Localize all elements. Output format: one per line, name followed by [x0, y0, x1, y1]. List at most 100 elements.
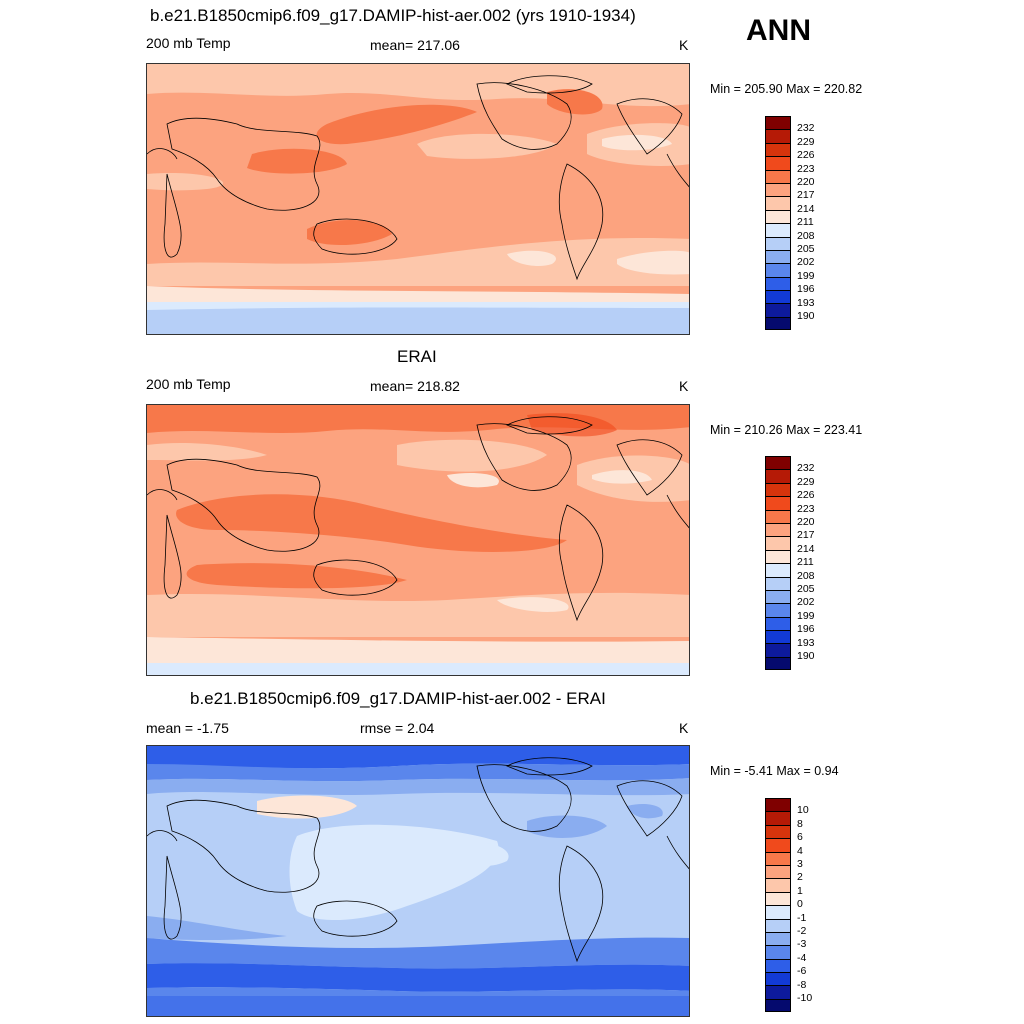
panel1-mean: mean= 217.06 — [370, 37, 460, 53]
panel2-mean: mean= 218.82 — [370, 378, 460, 394]
colorbar-label: 220 — [797, 176, 815, 188]
colorbar-label: 214 — [797, 542, 815, 555]
colorbar-label: 6 — [797, 831, 803, 844]
colorbar-swatch — [765, 469, 791, 483]
colorbar-label: 199 — [797, 609, 815, 622]
colorbar-swatch — [765, 643, 791, 657]
colorbar-swatch — [765, 851, 791, 865]
colorbar-label: -8 — [797, 978, 807, 991]
colorbar-swatch — [765, 482, 791, 497]
colorbar-label: 199 — [797, 269, 815, 282]
colorbar-swatch — [765, 603, 791, 617]
colorbar-label: -3 — [797, 938, 807, 951]
panel1-map — [146, 63, 690, 335]
colorbar-swatch — [765, 576, 791, 590]
panel3-minmax: Min = -5.41 Max = 0.94 — [710, 764, 839, 778]
colorbar-label: 10 — [797, 804, 809, 817]
colorbar-swatch — [765, 656, 791, 671]
colorbar-swatch — [765, 249, 791, 264]
colorbar-swatch — [765, 496, 791, 510]
colorbar-label: 193 — [797, 296, 815, 309]
colorbar-swatch — [765, 522, 791, 537]
colorbar-swatch — [765, 236, 791, 250]
panel3-map — [146, 745, 690, 1017]
panel1-variable-label: 200 mb Temp — [146, 35, 231, 51]
colorbar-swatch — [765, 182, 791, 197]
colorbar-label: 202 — [797, 596, 815, 609]
colorbar-swatch — [765, 156, 791, 170]
colorbar-label: -4 — [797, 951, 807, 964]
colorbar-label: 196 — [797, 623, 815, 636]
colorbar-swatch — [765, 316, 791, 331]
colorbar-swatch — [765, 891, 791, 906]
colorbar-swatch — [765, 958, 791, 973]
colorbar-swatch — [765, 456, 791, 470]
colorbar-swatch — [765, 864, 791, 879]
panel3-colorbar — [765, 798, 791, 1013]
colorbar-label: 2 — [797, 871, 803, 884]
colorbar-swatch — [765, 811, 791, 825]
colorbar-swatch — [765, 616, 791, 631]
colorbar-label: 217 — [797, 189, 815, 202]
colorbar-label: -6 — [797, 965, 807, 978]
colorbar-label: 214 — [797, 202, 815, 215]
colorbar-label: 232 — [797, 462, 815, 475]
colorbar-swatch — [765, 985, 791, 999]
colorbar-label: 226 — [797, 149, 815, 162]
panel2-map — [146, 404, 690, 676]
colorbar-swatch — [765, 905, 791, 919]
colorbar-label: 0 — [797, 898, 803, 911]
colorbar-swatch — [765, 563, 791, 577]
colorbar-swatch — [765, 589, 791, 604]
colorbar-label: -1 — [797, 911, 807, 924]
colorbar-swatch — [765, 998, 791, 1013]
panel2-minmax: Min = 210.26 Max = 223.41 — [710, 423, 863, 437]
colorbar-label: 232 — [797, 122, 815, 135]
colorbar-swatch — [765, 223, 791, 237]
colorbar-label: 3 — [797, 858, 803, 870]
panel3-units: K — [679, 720, 689, 736]
panel1-colorbar — [765, 116, 791, 331]
colorbar-label: 202 — [797, 256, 815, 269]
colorbar-swatch — [765, 536, 791, 550]
colorbar-label: 1 — [797, 884, 803, 897]
colorbar-label: 8 — [797, 817, 803, 830]
colorbar-label: 217 — [797, 529, 815, 542]
season-label: ANN — [746, 14, 811, 47]
panel1-units: K — [679, 37, 689, 53]
colorbar-swatch — [765, 129, 791, 143]
colorbar-label: 208 — [797, 569, 815, 582]
colorbar-label: 223 — [797, 502, 815, 515]
colorbar-label: 205 — [797, 583, 815, 595]
colorbar-swatch — [765, 303, 791, 317]
colorbar-swatch — [765, 838, 791, 852]
panel3-title: b.e21.B1850cmip6.f09_g17.DAMIP-hist-aer.… — [190, 689, 606, 708]
colorbar-swatch — [765, 945, 791, 959]
colorbar-swatch — [765, 824, 791, 839]
colorbar-swatch — [765, 263, 791, 277]
panel2-colorbar — [765, 456, 791, 671]
colorbar-swatch — [765, 169, 791, 183]
colorbar-label: -10 — [797, 992, 813, 1004]
colorbar-swatch — [765, 196, 791, 210]
colorbar-label: 190 — [797, 650, 815, 662]
colorbar-label: 190 — [797, 310, 815, 322]
colorbar-label: 211 — [797, 556, 814, 569]
panel3-rmse: rmse = 2.04 — [360, 720, 435, 736]
panel1-minmax: Min = 205.90 Max = 220.82 — [710, 82, 863, 96]
colorbar-swatch — [765, 290, 791, 304]
colorbar-swatch — [765, 878, 791, 892]
colorbar-swatch — [765, 931, 791, 946]
colorbar-label: 196 — [797, 283, 815, 296]
colorbar-swatch — [765, 116, 791, 130]
colorbar-label: 229 — [797, 135, 815, 148]
colorbar-label: 208 — [797, 229, 815, 242]
colorbar-swatch — [765, 630, 791, 644]
colorbar-swatch — [765, 142, 791, 157]
colorbar-swatch — [765, 276, 791, 291]
colorbar-label: 223 — [797, 162, 815, 175]
colorbar-swatch — [765, 209, 791, 224]
colorbar-label: -2 — [797, 925, 807, 937]
colorbar-swatch — [765, 972, 791, 986]
panel1-title: b.e21.B1850cmip6.f09_g17.DAMIP-hist-aer.… — [150, 6, 636, 25]
